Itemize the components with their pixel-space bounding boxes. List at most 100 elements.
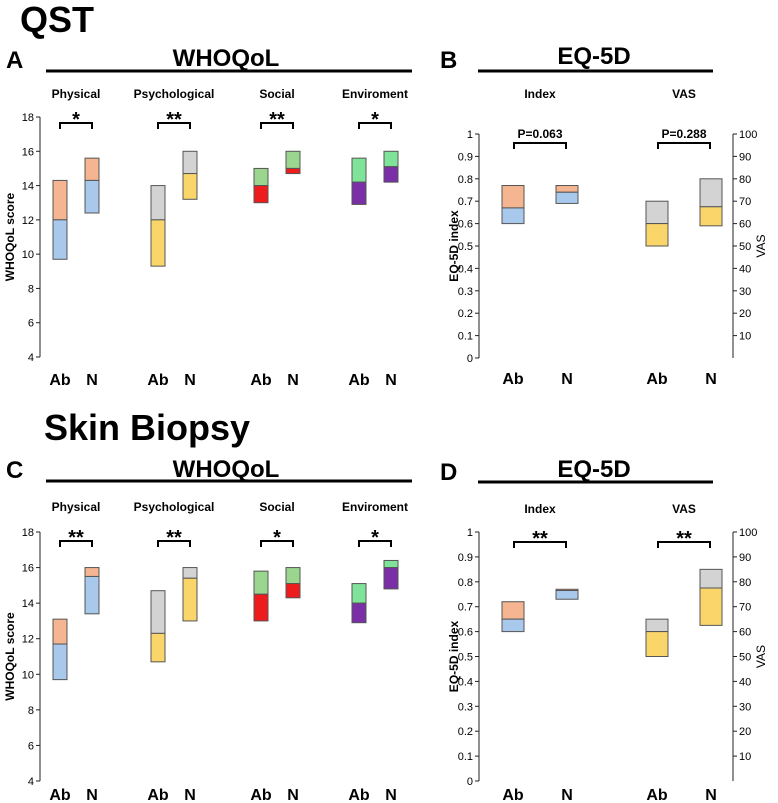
panel-letter-d: D bbox=[440, 459, 457, 486]
y-tick-label: 16 bbox=[22, 563, 34, 575]
box-upper-index-n bbox=[555, 185, 579, 193]
y-tick-label-right: 100 bbox=[739, 129, 757, 141]
x-label-psychological-n: N bbox=[184, 787, 196, 803]
y-tick-label: 0 bbox=[467, 776, 473, 788]
box-upper-physical-ab bbox=[52, 179, 68, 221]
significance-bracket-social bbox=[260, 540, 294, 547]
box-upper-social-n bbox=[285, 567, 301, 585]
y-tick-label: 0.2 bbox=[458, 726, 473, 738]
x-label-index-n: N bbox=[561, 371, 573, 388]
box-lower-vas-ab bbox=[645, 223, 669, 247]
category-label-social: Social bbox=[259, 500, 294, 514]
y-tick-label-right: 30 bbox=[739, 701, 751, 713]
y-axis-label: WHOQoL score bbox=[3, 192, 17, 281]
x-label-psychological-ab: Ab bbox=[147, 372, 169, 389]
category-label-physical: Physical bbox=[52, 87, 101, 101]
y-tick-label: 10 bbox=[22, 249, 34, 261]
y-tick-label: 10 bbox=[22, 669, 34, 681]
y-tick-label: 0.3 bbox=[458, 701, 473, 713]
x-label-social-n: N bbox=[287, 372, 299, 389]
significance-label-social: ** bbox=[269, 109, 285, 131]
panel-letter-c: C bbox=[6, 457, 23, 484]
x-label-vas-ab: Ab bbox=[646, 371, 668, 388]
panel-c-header: WHOQoL bbox=[173, 456, 280, 483]
panel-d-header: EQ-5D bbox=[557, 456, 630, 483]
x-label-enviroment-ab: Ab bbox=[348, 787, 370, 803]
x-label-enviroment-n: N bbox=[385, 787, 397, 803]
significance-label-psychological: ** bbox=[166, 527, 182, 549]
significance-bracket-vas bbox=[657, 541, 711, 548]
x-label-psychological-n: N bbox=[184, 372, 196, 389]
x-label-index-n: N bbox=[561, 787, 573, 803]
x-label-physical-ab: Ab bbox=[49, 372, 71, 389]
y-tick-label: 0.4 bbox=[458, 263, 473, 275]
box-lower-enviroment-n bbox=[383, 166, 399, 183]
x-label-enviroment-ab: Ab bbox=[348, 372, 370, 389]
box-upper-vas-n bbox=[699, 178, 723, 208]
box-lower-physical-ab bbox=[52, 219, 68, 260]
box-lower-index-ab bbox=[501, 207, 525, 225]
box-upper-index-ab bbox=[501, 601, 525, 620]
box-upper-vas-ab bbox=[645, 200, 669, 225]
box-lower-social-ab bbox=[253, 593, 269, 622]
y-tick-label: 8 bbox=[28, 283, 34, 295]
y-tick-label-right: 90 bbox=[739, 151, 751, 163]
box-upper-vas-n bbox=[699, 568, 723, 589]
x-label-psychological-ab: Ab bbox=[147, 787, 169, 803]
y-axis-label: WHOQoL score bbox=[3, 612, 17, 701]
x-label-vas-n: N bbox=[705, 371, 717, 388]
y-tick-label: 1 bbox=[467, 129, 473, 141]
significance-bracket-physical bbox=[59, 540, 93, 547]
y-tick-label: 8 bbox=[28, 705, 34, 717]
significance-bracket-social bbox=[260, 122, 294, 129]
y-tick-label-right: 40 bbox=[739, 676, 751, 688]
y-tick-label: 18 bbox=[22, 112, 34, 124]
y-tick-label-right: 50 bbox=[739, 652, 751, 664]
y-tick-label-right: 60 bbox=[739, 219, 751, 231]
significance-label-vas: P=0.288 bbox=[661, 127, 706, 141]
significance-bracket-vas bbox=[657, 142, 711, 149]
y-tick-label: 0.8 bbox=[458, 577, 473, 589]
box-upper-physical-n bbox=[84, 157, 100, 181]
y-tick-label: 12 bbox=[22, 215, 34, 227]
significance-label-index: ** bbox=[532, 528, 548, 550]
y-tick-label-right: 20 bbox=[739, 308, 751, 320]
box-lower-psychological-ab bbox=[150, 219, 166, 267]
box-lower-index-n bbox=[555, 590, 579, 600]
y-tick-label: 16 bbox=[22, 146, 34, 158]
y-tick-label: 0.7 bbox=[458, 602, 473, 614]
y-tick-label: 0.7 bbox=[458, 196, 473, 208]
x-label-social-ab: Ab bbox=[250, 372, 272, 389]
panel-letter-a: A bbox=[6, 47, 23, 74]
y-tick-label: 0.6 bbox=[458, 219, 473, 231]
panel-a-header: WHOQoL bbox=[173, 45, 280, 72]
y-axis-label: EQ-5D index bbox=[447, 621, 461, 693]
significance-label-index: P=0.063 bbox=[517, 127, 562, 141]
category-label-social: Social bbox=[259, 87, 294, 101]
category-label-psychological: Psychological bbox=[134, 500, 215, 514]
x-label-social-ab: Ab bbox=[250, 787, 272, 803]
significance-label-enviroment: * bbox=[371, 527, 379, 549]
significance-label-enviroment: * bbox=[371, 109, 379, 131]
y-tick-label: 12 bbox=[22, 634, 34, 646]
box-upper-enviroment-ab bbox=[351, 157, 367, 183]
box-lower-enviroment-ab bbox=[351, 602, 367, 624]
category-label-vas: VAS bbox=[672, 87, 696, 101]
y-tick-label-right: 10 bbox=[739, 331, 751, 343]
box-lower-social-n bbox=[285, 167, 301, 175]
y-tick-label-right: 30 bbox=[739, 286, 751, 298]
y-tick-label: 0.6 bbox=[458, 627, 473, 639]
box-lower-index-n bbox=[555, 191, 579, 204]
box-lower-social-n bbox=[285, 583, 301, 599]
significance-label-physical: ** bbox=[68, 527, 84, 549]
box-lower-enviroment-ab bbox=[351, 181, 367, 205]
significance-label-social: * bbox=[273, 527, 281, 549]
x-label-index-ab: Ab bbox=[502, 787, 524, 803]
y-tick-label-right: 90 bbox=[739, 552, 751, 564]
section-title-skin-biopsy: Skin Biopsy bbox=[44, 407, 250, 448]
y-tick-label: 4 bbox=[28, 352, 34, 364]
y-tick-label: 0.5 bbox=[458, 652, 473, 664]
y-tick-label: 0.3 bbox=[458, 286, 473, 298]
